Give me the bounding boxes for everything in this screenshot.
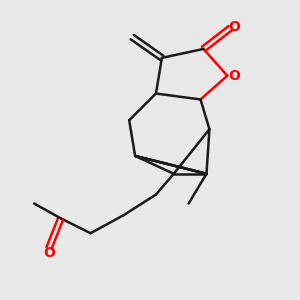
Text: O: O xyxy=(228,20,240,34)
Text: O: O xyxy=(228,69,240,83)
Text: O: O xyxy=(43,246,55,260)
